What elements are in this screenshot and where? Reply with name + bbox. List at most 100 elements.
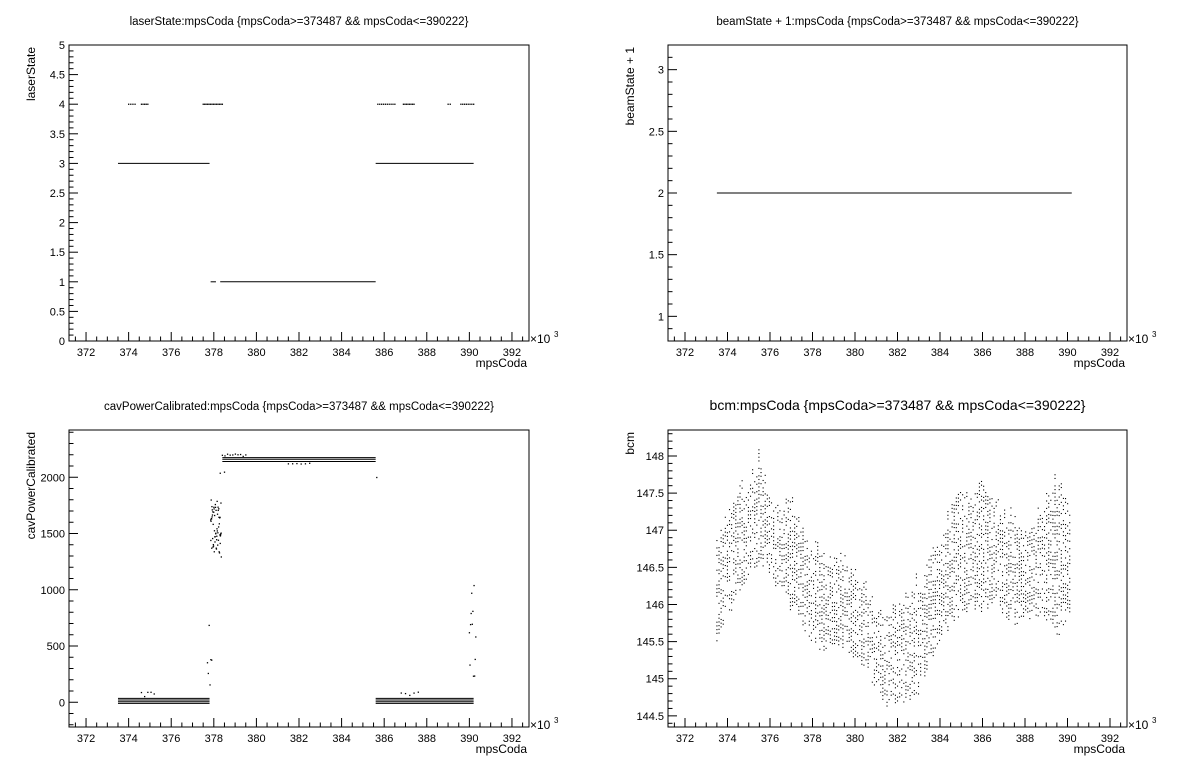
data-point [134,103,136,105]
data-point [880,676,882,678]
data-point [899,670,901,672]
data-point [798,535,800,537]
data-point [1016,548,1018,550]
data-point [1020,604,1022,606]
data-point [838,573,840,575]
data-point [1027,611,1029,613]
data-point [951,600,953,602]
data-point [1029,584,1031,586]
data-point [1006,564,1008,566]
data-point [854,580,857,582]
data-point [1029,554,1031,557]
data-point [947,614,949,617]
data-point [945,544,947,546]
x-tick-label: 374 [718,347,736,359]
data-point [726,535,728,538]
data-point [1010,529,1012,531]
data-point [924,656,926,658]
data-point [987,510,989,513]
data-point [756,476,758,478]
data-point [999,533,1001,536]
data-point [219,534,222,536]
data-point [882,687,884,689]
data-point [983,552,985,554]
data-point [775,544,777,546]
data-point [980,566,983,568]
data-point [720,611,722,613]
data-point [917,607,920,610]
data-point [962,546,964,548]
data-point [781,559,783,561]
data-point [959,566,962,568]
data-point [953,512,955,514]
data-point [926,586,928,588]
data-point [829,612,831,614]
data-point [789,557,791,559]
data-point [894,683,896,685]
data-point [735,530,737,532]
data-point [783,555,785,557]
data-point [754,518,756,520]
data-point [869,604,871,606]
data-point [760,542,762,544]
x-exponent-label: ×10 [1128,718,1149,732]
data-point [722,597,724,599]
data-point [951,585,953,587]
data-point [999,597,1001,599]
data-point [936,628,938,630]
data-point [974,578,976,580]
data-point [951,615,953,617]
data-point [953,515,955,517]
data-point [968,547,970,549]
data-point [1041,540,1043,542]
data-point [976,548,978,550]
data-point [827,570,829,572]
data-point [962,531,964,533]
data-point [932,651,934,653]
data-point [745,530,747,532]
data-point [804,604,806,606]
data-point [894,616,896,618]
data-point [815,559,817,561]
data-point [941,611,943,613]
data-point [842,613,844,615]
data-point [987,588,989,591]
data-point [846,603,848,605]
data-point [798,576,800,578]
data-point [926,605,928,607]
data-point [718,613,720,616]
data-point [716,539,718,542]
data-point [970,535,972,537]
data-point [1052,578,1054,580]
data-point [959,492,962,494]
data-point [911,677,913,679]
data-point [1008,540,1010,542]
data-point [1020,593,1022,595]
data-point [938,610,941,612]
data-point [913,612,915,614]
data-point [985,562,987,564]
data-point [997,580,999,582]
data-point [955,579,957,581]
data-point [1022,615,1025,617]
data-point [917,682,920,684]
data-point [1056,592,1058,594]
data-point [1064,524,1067,526]
data-point [896,629,899,631]
data-point [794,538,796,540]
data-point [945,596,947,598]
data-point [791,597,794,599]
data-point [815,626,817,628]
data-point [1033,594,1035,596]
data-point [915,621,917,623]
data-point [850,635,852,637]
data-point [1027,592,1029,595]
data-point [930,570,932,572]
data-point [955,553,957,555]
data-point [1067,532,1069,534]
data-point [1018,598,1020,600]
data-point [997,540,999,542]
data-point [1031,598,1033,600]
data-point [1058,526,1060,528]
data-point [787,500,789,502]
